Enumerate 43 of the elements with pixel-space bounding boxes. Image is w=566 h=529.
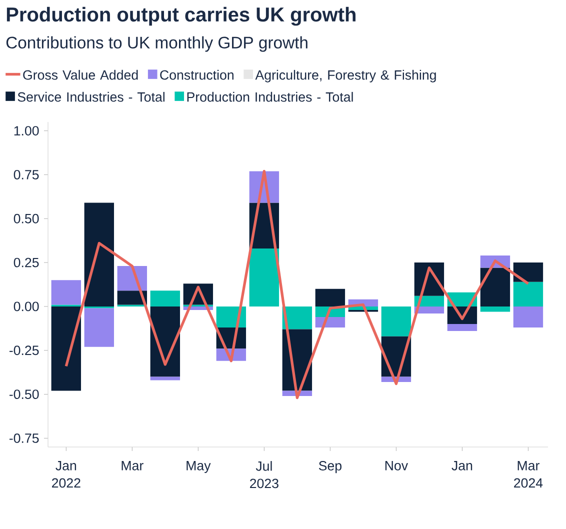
x-tick-label: Mar 2024 xyxy=(514,461,543,488)
bar xyxy=(414,306,444,314)
y-tick-label: 0.75 xyxy=(14,170,39,180)
bar xyxy=(249,248,280,306)
x-tick-label: Sep xyxy=(318,461,342,474)
bar xyxy=(51,306,82,391)
y-tick-label: -0.25 xyxy=(9,346,39,356)
bar xyxy=(315,288,346,306)
bar xyxy=(480,306,510,312)
legend-label: Service Industries - Total xyxy=(18,92,164,102)
bar xyxy=(447,324,478,332)
bar xyxy=(84,308,114,347)
bar xyxy=(513,306,544,328)
bar xyxy=(216,306,246,328)
bar xyxy=(381,306,412,336)
legend-label: Production Industries - Total xyxy=(187,92,353,102)
bar xyxy=(414,296,444,306)
legend-label: Gross Value Added xyxy=(23,70,138,80)
y-tick-label: -0.50 xyxy=(9,390,39,400)
x-tick-label: Nov xyxy=(385,461,408,470)
bar xyxy=(513,262,544,282)
y-tick-label: 0.50 xyxy=(14,214,39,224)
bar xyxy=(480,268,510,306)
bar xyxy=(513,282,544,306)
chart-subtitle: Contributions to UK monthly GDP growth xyxy=(6,36,308,52)
legend-label: Agriculture, Forestry & Fishing xyxy=(255,70,436,82)
x-tick-label: Jan 2022 xyxy=(52,461,80,488)
x-tick-label: Jan xyxy=(452,461,472,470)
y-tick-label: -0.75 xyxy=(9,434,39,443)
bar xyxy=(84,202,114,306)
y-tick-label: 1.00 xyxy=(14,126,39,136)
chart-title: Production output carries UK growth xyxy=(6,6,356,26)
x-tick-label: Mar xyxy=(122,461,144,470)
bar xyxy=(150,290,180,306)
line-series xyxy=(64,170,530,400)
x-tick-label: Jul 2023 xyxy=(250,461,278,488)
y-tick-label: 0.00 xyxy=(14,302,39,312)
x-tick-label: May xyxy=(186,461,211,473)
bar xyxy=(282,306,312,330)
legend-label: Construction xyxy=(160,70,234,80)
y-tick-label: 0.25 xyxy=(14,258,39,268)
bar xyxy=(150,376,180,380)
bar xyxy=(51,280,82,305)
